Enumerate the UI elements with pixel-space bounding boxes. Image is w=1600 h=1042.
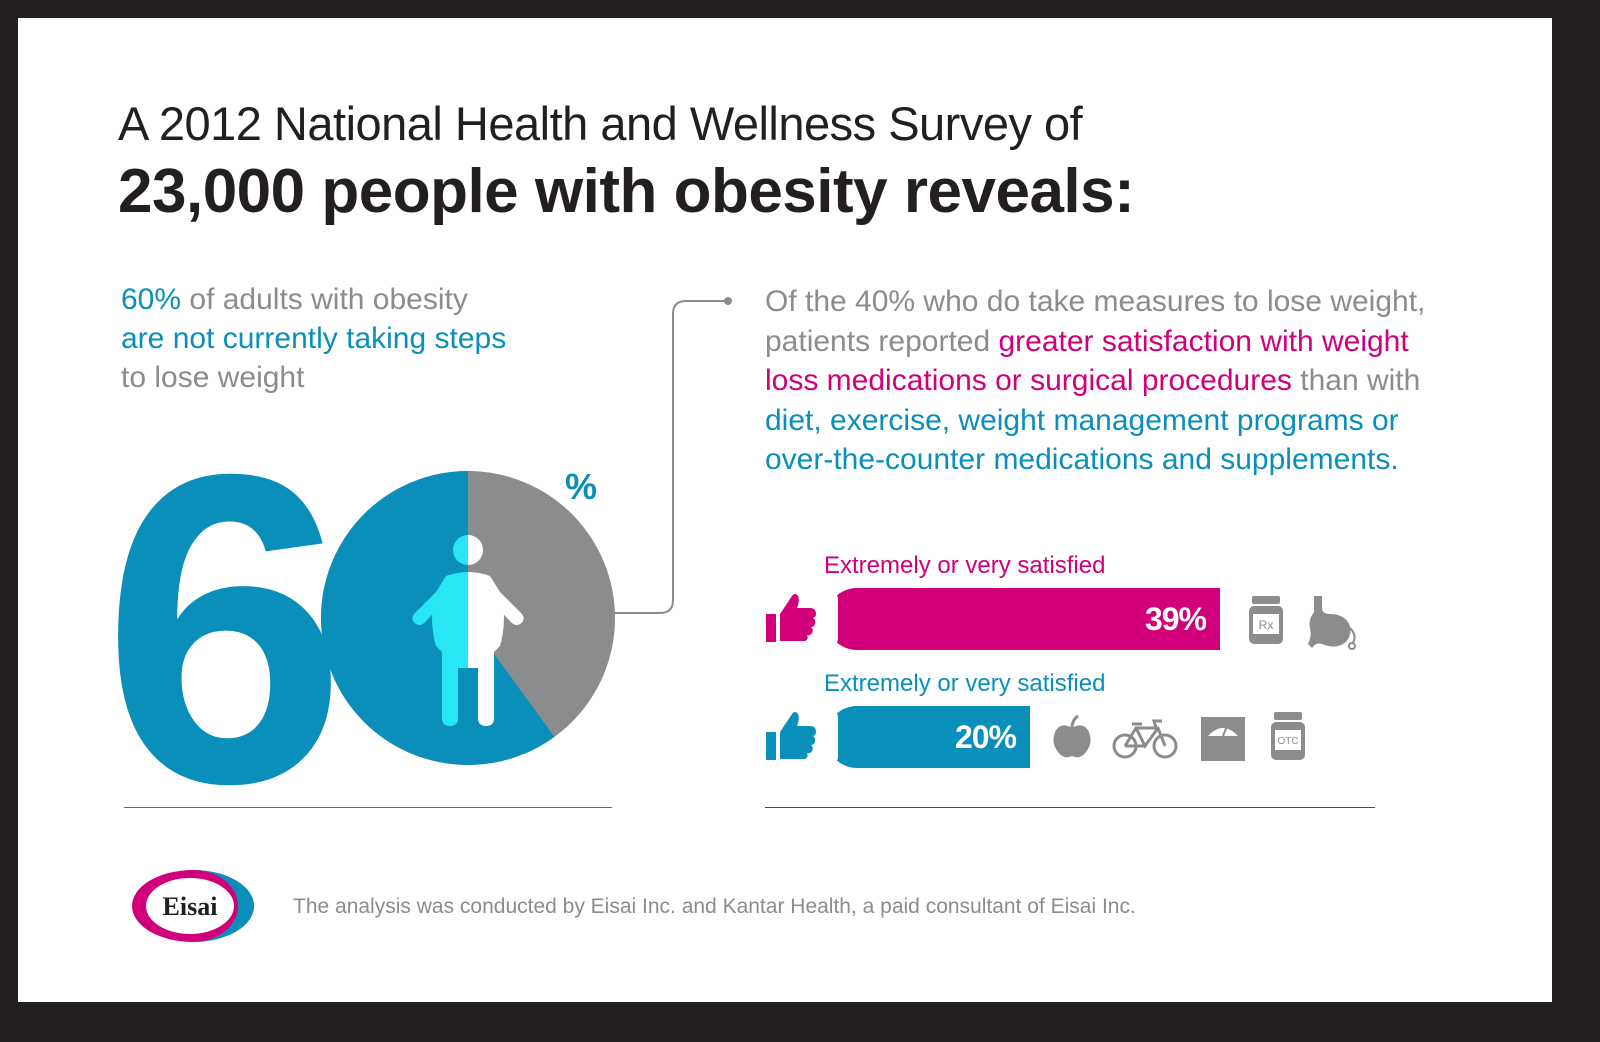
bicycle-icon: [1112, 719, 1178, 759]
footer-note: The analysis was conducted by Eisai Inc.…: [293, 895, 1136, 918]
apple-icon: [1053, 714, 1091, 758]
summary-text-b: than with: [1291, 364, 1421, 397]
eisai-logo: Eisai: [132, 870, 254, 942]
right-summary-text: Of the 40% who do take measures to lose …: [765, 282, 1455, 480]
left-stat-highlight: are not currently taking steps: [121, 322, 507, 355]
logo-text: Eisai: [163, 892, 218, 921]
title-line-2: 23,000 people with obesity reveals:: [118, 157, 1135, 226]
left-stat-text-a: of adults with obesity: [181, 283, 468, 316]
summary-highlight-medications: greater satisfaction with weight loss me…: [765, 324, 1409, 398]
summary-text-a: Of the 40% who do take measures to lose …: [765, 285, 1426, 358]
left-stat-text: 60% of adults with obesity are not curre…: [121, 280, 641, 397]
pie-chart-zero: [320, 471, 615, 765]
rx-text: Rx: [1259, 618, 1274, 632]
bar2-label: Extremely or very satisfied: [824, 670, 1106, 697]
divider-right: [765, 807, 1375, 808]
big-number-percent-sign: %: [565, 466, 598, 507]
bar1-value: 39%: [1144, 600, 1207, 637]
left-stat-text-b: to lose weight: [121, 361, 305, 394]
otc-bottle-icon: OTC: [1271, 712, 1305, 760]
thumbs-up-icon: [766, 712, 816, 760]
left-stat-percent: 60%: [121, 283, 182, 316]
bar1-notch: [826, 588, 838, 650]
bar1-fill: 39%: [826, 588, 1220, 650]
connector-line: [613, 297, 732, 614]
thumbs-up-icon: [766, 594, 816, 642]
bar2-value: 20%: [954, 718, 1017, 755]
scale-icon: [1201, 717, 1245, 761]
rx-bottle-icon: Rx: [1249, 596, 1283, 644]
bar2-fill: 20%: [826, 706, 1030, 768]
title-line-1: A 2012 National Health and Wellness Surv…: [118, 97, 1083, 150]
big-number-six: 6: [102, 384, 347, 875]
bar2-notch: [826, 706, 838, 768]
bar1-label: Extremely or very satisfied: [824, 552, 1106, 579]
summary-highlight-diet: diet, exercise, weight management progra…: [765, 403, 1399, 477]
otc-text: OTC: [1277, 736, 1298, 747]
infographic-card: A 2012 National Health and Wellness Surv…: [18, 18, 1552, 1002]
stomach-icon: [1308, 596, 1356, 650]
divider-left: [124, 807, 612, 808]
